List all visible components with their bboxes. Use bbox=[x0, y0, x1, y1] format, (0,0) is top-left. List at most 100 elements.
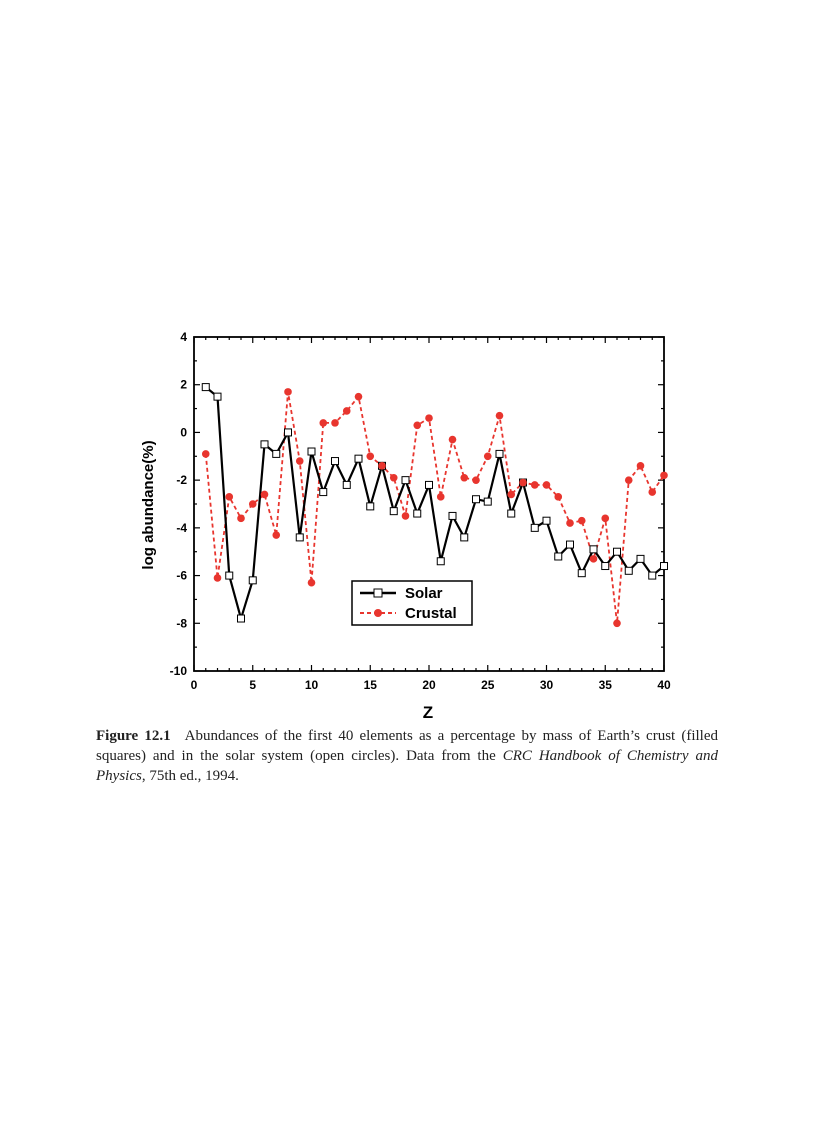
crustal-point bbox=[272, 531, 281, 539]
solar-point bbox=[495, 449, 504, 458]
plot-area: 0 5 10 15 20 25 30 35 40 -10 -8 -6 -4 -2 0 2 4 bbox=[170, 330, 671, 692]
legend: Solar Crustal bbox=[351, 580, 473, 626]
crustal-point bbox=[295, 457, 304, 465]
solar-point bbox=[660, 562, 668, 571]
y-tick-label: -10 bbox=[170, 664, 188, 678]
solar-point bbox=[624, 566, 633, 575]
legend-solar-marker bbox=[373, 588, 383, 598]
crustal-point bbox=[237, 514, 245, 523]
crustal-point bbox=[378, 462, 386, 470]
crustal-point bbox=[366, 452, 375, 461]
crustal-point bbox=[342, 407, 351, 415]
y-tick-label: 0 bbox=[180, 425, 187, 439]
x-axis-label: Z bbox=[423, 703, 433, 722]
solar-point bbox=[507, 509, 516, 518]
solar-point bbox=[389, 507, 398, 516]
crustal-point bbox=[460, 473, 469, 482]
crustal-point bbox=[507, 490, 516, 499]
legend-solar-label: Solar bbox=[405, 585, 443, 602]
solar-point bbox=[225, 571, 234, 580]
y-axis-label: log abundance(%) bbox=[140, 440, 157, 569]
solar-point bbox=[636, 554, 645, 563]
crustal-point bbox=[613, 619, 621, 628]
y-tick-label: -2 bbox=[176, 473, 187, 487]
x-tick-label: 10 bbox=[305, 678, 319, 692]
solar-point bbox=[284, 428, 292, 437]
solar-point bbox=[554, 552, 563, 561]
solar-point bbox=[401, 476, 410, 485]
crustal-point bbox=[648, 488, 657, 496]
solar-point bbox=[613, 547, 621, 556]
solar-point bbox=[248, 576, 257, 585]
crustal-point bbox=[248, 500, 257, 508]
y-tick-label: -8 bbox=[176, 616, 187, 630]
solar-point bbox=[366, 502, 375, 511]
solar-point bbox=[354, 454, 363, 463]
solar-point bbox=[413, 509, 422, 518]
crustal-point bbox=[401, 512, 410, 520]
x-tick-label: 15 bbox=[364, 678, 378, 692]
figure-caption: Figure 12.1 Abundances of the first 40 el… bbox=[96, 726, 718, 786]
crustal-point bbox=[566, 519, 574, 527]
crustal-point bbox=[472, 476, 480, 484]
crustal-point bbox=[331, 419, 339, 427]
caption-source-title: CRC Handbook of Chemistry and Physics bbox=[96, 748, 718, 784]
crustal-point bbox=[425, 414, 433, 422]
y-tick-label: 2 bbox=[180, 378, 187, 392]
crustal-point bbox=[260, 490, 269, 499]
x-tick-label: 20 bbox=[422, 678, 436, 692]
solar-point bbox=[601, 562, 610, 571]
crustal-point bbox=[519, 478, 527, 487]
crustal-point bbox=[483, 452, 492, 461]
solar-point bbox=[425, 480, 433, 489]
y-tick-label: 4 bbox=[180, 330, 187, 344]
solar-point bbox=[295, 533, 304, 542]
solar-point bbox=[237, 614, 245, 623]
crustal-point bbox=[354, 392, 363, 401]
x-tick-label: 35 bbox=[599, 678, 613, 692]
crustal-point bbox=[589, 555, 598, 563]
crustal-point bbox=[389, 473, 398, 482]
caption-text-1: Abundances of the first 40 elements as a… bbox=[96, 728, 719, 764]
crustal-point bbox=[542, 481, 551, 489]
solar-point bbox=[577, 569, 586, 578]
solar-point bbox=[201, 383, 210, 392]
crustal-point bbox=[495, 411, 504, 420]
x-tick-label: 0 bbox=[191, 678, 198, 692]
solar-point bbox=[530, 523, 539, 532]
x-tick-label: 30 bbox=[540, 678, 554, 692]
caption-label: Figure 12.1 bbox=[96, 728, 171, 744]
solar-point bbox=[448, 511, 457, 520]
crustal-point bbox=[660, 471, 668, 480]
crustal-point bbox=[413, 421, 422, 430]
crustal-point bbox=[624, 476, 633, 484]
crustal-point bbox=[601, 514, 610, 523]
crustal-point bbox=[319, 419, 328, 427]
solar-point bbox=[460, 533, 469, 542]
crustal-series-line bbox=[204, 391, 665, 624]
crustal-point bbox=[636, 462, 645, 470]
solar-point bbox=[648, 571, 657, 580]
crustal-point bbox=[530, 481, 539, 489]
solar-point bbox=[272, 449, 281, 458]
solar-point bbox=[483, 497, 492, 506]
legend-box bbox=[351, 580, 473, 626]
solar-series-line bbox=[205, 386, 665, 623]
solar-point bbox=[472, 495, 480, 504]
solar-point bbox=[319, 488, 328, 497]
crustal-point bbox=[213, 574, 222, 582]
solar-point bbox=[342, 480, 351, 489]
crustal-point bbox=[448, 435, 457, 444]
solar-point bbox=[436, 557, 445, 566]
solar-point bbox=[213, 392, 222, 401]
x-tick-label: 5 bbox=[249, 678, 256, 692]
solar-point bbox=[331, 457, 339, 466]
y-tick-label: -4 bbox=[176, 521, 187, 535]
crustal-point bbox=[284, 388, 292, 396]
x-tick-label: 25 bbox=[481, 678, 495, 692]
crustal-point bbox=[554, 493, 563, 501]
crustal-point bbox=[307, 578, 316, 587]
crustal-point bbox=[577, 516, 586, 525]
y-tick-label: -6 bbox=[176, 569, 187, 583]
